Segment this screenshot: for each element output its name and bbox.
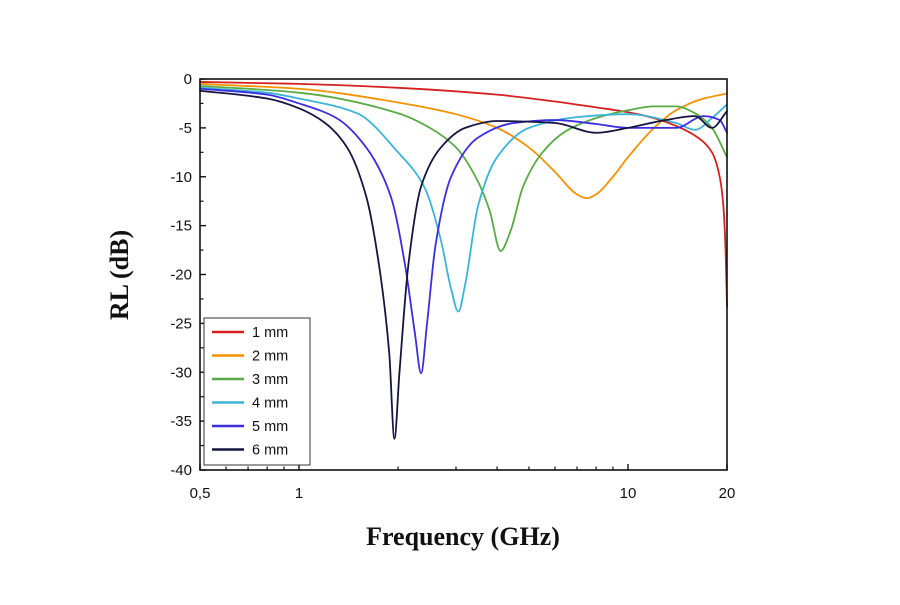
- y-axis-title: RL (dB): [105, 230, 134, 320]
- series-line-6: [199, 89, 728, 440]
- series-layer: [199, 81, 728, 440]
- series-line-4: [199, 86, 728, 313]
- y-tick-label: -5: [179, 120, 192, 137]
- series-line-5: [199, 87, 728, 375]
- x-axis-title: Frequency (GHz): [366, 522, 560, 551]
- legend-box: [203, 317, 311, 466]
- legend-label-6: 6 mm: [252, 443, 288, 459]
- y-tick-label: -20: [170, 267, 192, 284]
- legend-label-3: 3 mm: [252, 372, 288, 388]
- y-tick-label: 0: [184, 71, 192, 88]
- series-line-3: [199, 84, 728, 252]
- legend-label-2: 2 mm: [252, 349, 288, 365]
- x-tick-label: 20: [719, 485, 736, 502]
- y-tick-label: -30: [170, 364, 192, 381]
- legend-label-4: 4 mm: [252, 396, 288, 412]
- y-tick-label: -25: [170, 315, 192, 332]
- legend-label-5: 5 mm: [252, 419, 288, 435]
- legend-label-1: 1 mm: [252, 325, 288, 341]
- y-tick-label: -35: [170, 413, 192, 430]
- y-tick-label: -40: [170, 462, 192, 479]
- x-tick-label: 0,5: [190, 485, 211, 502]
- y-tick-label: -10: [170, 169, 192, 186]
- x-tick-label: 10: [620, 485, 637, 502]
- x-tick-label: 1: [295, 485, 303, 502]
- y-tick-label: -15: [170, 218, 192, 235]
- legend: 1 mm 2 mm 3 mm 4 mm 5 mm 6 mm: [203, 317, 311, 466]
